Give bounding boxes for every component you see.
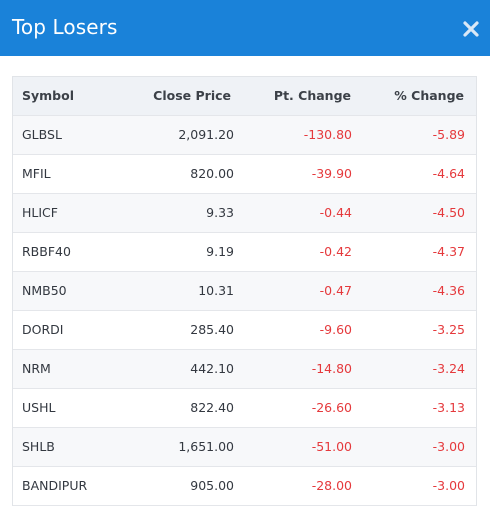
table-row[interactable]: NRM 442.10 -14.80 -3.24 <box>13 350 476 389</box>
pct-change-cell: -3.00 <box>432 478 465 493</box>
pct-change-cell: -4.64 <box>432 166 465 181</box>
table-row[interactable]: RBBF40 9.19 -0.42 -4.37 <box>13 233 476 272</box>
pt-change-cell: -26.60 <box>311 400 352 415</box>
table-row[interactable]: DORDI 285.40 -9.60 -3.25 <box>13 311 476 350</box>
table-row[interactable]: USHL 822.40 -26.60 -3.13 <box>13 389 476 428</box>
close-price-cell: 2,091.20 <box>178 127 234 142</box>
pt-change-cell: -9.60 <box>319 322 352 337</box>
close-price-cell: 442.10 <box>190 361 234 376</box>
symbol-cell[interactable]: MFIL <box>22 166 51 181</box>
column-header-pct-change[interactable]: % Change <box>394 88 464 103</box>
column-header-close-price[interactable]: Close Price <box>153 88 231 103</box>
close-price-cell: 9.33 <box>206 205 234 220</box>
symbol-cell[interactable]: USHL <box>22 400 56 415</box>
symbol-cell[interactable]: NMB50 <box>22 283 67 298</box>
pt-change-cell: -14.80 <box>311 361 352 376</box>
table-row[interactable]: HLICF 9.33 -0.44 -4.50 <box>13 194 476 233</box>
close-price-cell: 10.31 <box>198 283 234 298</box>
table-row[interactable]: GLBSL 2,091.20 -130.80 -5.89 <box>13 116 476 155</box>
table-header-row: Symbol Close Price Pt. Change % Change <box>13 77 476 116</box>
close-price-cell: 822.40 <box>190 400 234 415</box>
table-row[interactable]: BANDIPUR 905.00 -28.00 -3.00 <box>13 467 476 506</box>
modal-title: Top Losers <box>12 15 118 39</box>
close-price-cell: 905.00 <box>190 478 234 493</box>
symbol-cell[interactable]: DORDI <box>22 322 64 337</box>
column-header-pt-change[interactable]: Pt. Change <box>273 88 351 103</box>
pt-change-cell: -130.80 <box>303 127 352 142</box>
pct-change-cell: -3.25 <box>432 322 465 337</box>
pt-change-cell: -0.47 <box>319 283 352 298</box>
table-row[interactable]: MFIL 820.00 -39.90 -4.64 <box>13 155 476 194</box>
pt-change-cell: -39.90 <box>311 166 352 181</box>
table-row[interactable]: NMB50 10.31 -0.47 -4.36 <box>13 272 476 311</box>
symbol-cell[interactable]: HLICF <box>22 205 58 220</box>
pct-change-cell: -4.37 <box>432 244 465 259</box>
close-price-cell: 9.19 <box>206 244 234 259</box>
close-price-cell: 820.00 <box>190 166 234 181</box>
pct-change-cell: -5.89 <box>432 127 465 142</box>
column-header-symbol[interactable]: Symbol <box>22 88 74 103</box>
losers-table: Symbol Close Price Pt. Change % Change G… <box>12 76 477 506</box>
close-price-cell: 1,651.00 <box>178 439 234 454</box>
pct-change-cell: -3.00 <box>432 439 465 454</box>
symbol-cell[interactable]: GLBSL <box>22 127 62 142</box>
pt-change-cell: -51.00 <box>311 439 352 454</box>
symbol-cell[interactable]: BANDIPUR <box>22 478 88 493</box>
pct-change-cell: -3.24 <box>432 361 465 376</box>
table-row[interactable]: SHLB 1,651.00 -51.00 -3.00 <box>13 428 476 467</box>
pt-change-cell: -0.44 <box>319 205 352 220</box>
close-icon[interactable] <box>462 20 480 38</box>
symbol-cell[interactable]: RBBF40 <box>22 244 71 259</box>
close-price-cell: 285.40 <box>190 322 234 337</box>
pct-change-cell: -3.13 <box>432 400 465 415</box>
pct-change-cell: -4.36 <box>432 283 465 298</box>
symbol-cell[interactable]: SHLB <box>22 439 55 454</box>
modal-header: Top Losers <box>0 0 490 56</box>
pct-change-cell: -4.50 <box>432 205 465 220</box>
symbol-cell[interactable]: NRM <box>22 361 51 376</box>
pt-change-cell: -0.42 <box>319 244 352 259</box>
pt-change-cell: -28.00 <box>311 478 352 493</box>
